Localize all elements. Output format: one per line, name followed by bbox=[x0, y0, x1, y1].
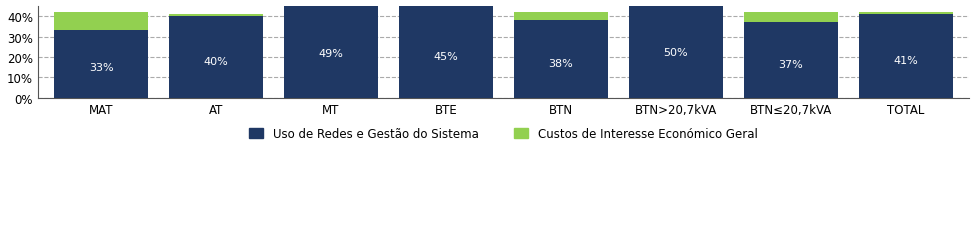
Bar bbox=[54, 13, 148, 31]
Text: 41%: 41% bbox=[893, 56, 918, 66]
Text: 38%: 38% bbox=[549, 59, 573, 68]
Bar bbox=[54, 31, 148, 98]
Bar bbox=[513, 13, 608, 21]
Bar bbox=[169, 17, 264, 98]
Bar bbox=[284, 0, 378, 98]
Bar bbox=[399, 7, 493, 98]
Bar bbox=[513, 21, 608, 98]
Bar bbox=[169, 15, 264, 17]
Text: 37%: 37% bbox=[779, 60, 803, 69]
Bar bbox=[629, 0, 723, 98]
Legend: Uso de Redes e Gestão do Sistema, Custos de Interesse Económico Geral: Uso de Redes e Gestão do Sistema, Custos… bbox=[245, 123, 762, 145]
Bar bbox=[859, 13, 953, 15]
Text: 49%: 49% bbox=[318, 49, 344, 58]
Bar bbox=[399, 5, 493, 7]
Bar bbox=[744, 13, 838, 23]
Text: 45%: 45% bbox=[433, 52, 459, 62]
Text: 40%: 40% bbox=[204, 57, 228, 67]
Bar bbox=[744, 23, 838, 98]
Bar bbox=[859, 15, 953, 98]
Text: 33%: 33% bbox=[89, 63, 113, 73]
Text: 50%: 50% bbox=[664, 48, 688, 57]
